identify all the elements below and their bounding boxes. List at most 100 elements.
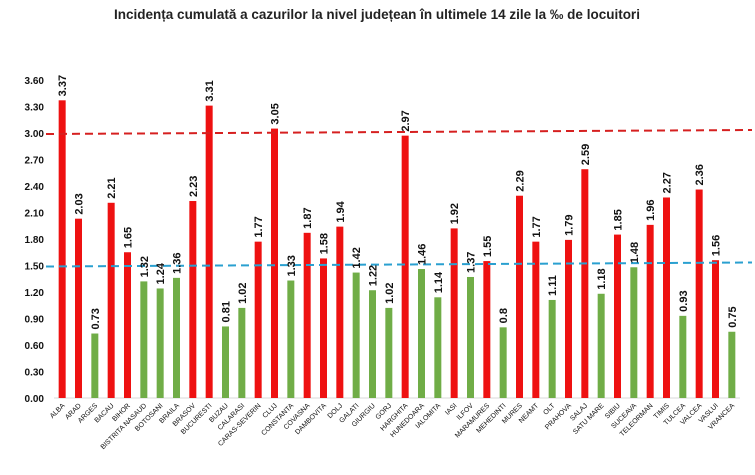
y-tick-label: 0.30	[25, 368, 45, 379]
bar-bistrita-nasaud	[140, 281, 148, 398]
bar-valcea	[695, 189, 703, 398]
data-label: 1.37	[466, 252, 478, 273]
data-label: 1.77	[253, 216, 265, 237]
bar-covasna	[303, 232, 311, 398]
data-label: 2.03	[74, 193, 86, 214]
data-label: 1.18	[596, 268, 608, 289]
data-label: 2.36	[694, 164, 706, 185]
data-label: 1.36	[172, 252, 184, 273]
reference-line-1.5	[45, 261, 753, 268]
bar-alba	[58, 100, 66, 399]
data-label: 1.92	[449, 203, 461, 224]
data-label: 1.33	[286, 255, 298, 276]
data-label: 2.23	[188, 176, 200, 197]
data-label: 1.77	[531, 216, 543, 237]
y-tick-label: 3.30	[25, 103, 45, 114]
y-tick-label: 1.50	[25, 262, 45, 273]
data-label: 1.02	[237, 282, 249, 303]
data-label: 3.05	[270, 103, 282, 124]
bar-vrancea	[728, 331, 736, 398]
data-label: 3.37	[57, 75, 69, 96]
data-label: 1.14	[433, 271, 445, 293]
data-label: 0.8	[498, 308, 510, 323]
data-label: 2.21	[106, 177, 118, 198]
bar-ialomita	[434, 297, 442, 398]
bar-dolj	[336, 226, 344, 398]
data-label: 0.93	[678, 290, 690, 311]
bar-prahova	[565, 239, 572, 398]
data-label: 1.96	[645, 199, 657, 220]
y-tick-label: 3.60	[25, 76, 45, 87]
data-label: 2.27	[662, 172, 674, 193]
bar-olt	[548, 299, 556, 398]
bar-braila	[173, 277, 180, 398]
data-label: 1.58	[319, 233, 331, 254]
bar-dambovita	[320, 258, 327, 398]
bar-hunedoara	[418, 269, 425, 398]
y-tick-label: 2.40	[25, 182, 45, 193]
data-label: 1.56	[711, 235, 723, 256]
data-label: 1.87	[302, 207, 314, 228]
reference-line-3	[45, 129, 753, 135]
bar-galati	[352, 272, 360, 398]
bar-botosani	[156, 288, 164, 398]
bar-neamt	[532, 241, 540, 398]
bar-iasi	[450, 228, 458, 398]
bar-giurgiu	[369, 290, 376, 398]
bar-arad	[75, 218, 82, 398]
data-label: 1.46	[417, 244, 429, 265]
data-label: 1.85	[613, 209, 625, 230]
bar-bucuresti	[205, 105, 213, 398]
bar-caras-severin	[254, 241, 262, 398]
y-tick-label: 2.70	[25, 156, 45, 167]
data-label: 2.97	[400, 110, 412, 131]
bar-teleorman	[646, 224, 654, 398]
y-tick-label: 0.60	[25, 341, 45, 352]
y-tick-label: 3.00	[25, 129, 45, 140]
data-label: 1.32	[139, 256, 151, 277]
bar-sibiu	[614, 234, 621, 398]
data-label: 0.75	[727, 306, 739, 327]
bar-calarasi	[238, 307, 246, 398]
data-label: 1.42	[351, 247, 363, 268]
bar-suceava	[630, 267, 638, 398]
data-label: 2.59	[580, 144, 592, 165]
bar-timis	[663, 197, 670, 398]
y-tick-label: 1.80	[25, 235, 45, 246]
y-tick-label: 0.00	[25, 394, 45, 405]
y-tick-label: 0.90	[25, 315, 45, 326]
data-label: 1.94	[335, 200, 347, 222]
data-label: 1.22	[368, 265, 380, 286]
data-label: 1.11	[547, 275, 559, 296]
y-tick-label: 1.20	[25, 288, 45, 299]
bar-bacau	[107, 202, 115, 398]
chart-title: Incidența cumulată a cazurilor la nivel …	[114, 7, 640, 22]
bar-mehedinti	[499, 327, 507, 398]
bar-maramures	[483, 261, 491, 398]
bar-satu-mare	[597, 293, 605, 398]
bar-salaj	[581, 169, 589, 398]
bar-cluj	[271, 128, 278, 399]
bar-bihor	[124, 252, 131, 398]
data-label: 1.24	[155, 262, 167, 284]
bar-vaslui	[712, 260, 719, 398]
data-label: 1.02	[384, 282, 396, 303]
bar-brasov	[189, 201, 197, 398]
data-label: 2.29	[515, 170, 527, 191]
data-label: 1.65	[123, 227, 135, 248]
bar-buzau	[222, 326, 229, 398]
bar-ilfov	[467, 276, 474, 398]
data-label: 1.48	[629, 242, 641, 263]
bar-mures	[516, 195, 523, 398]
bar-arges	[91, 333, 99, 398]
data-label: 3.31	[204, 80, 216, 101]
data-label: 1.79	[564, 214, 576, 235]
bar-tulcea	[679, 315, 687, 398]
data-label: 0.81	[221, 301, 233, 322]
bar-harghita	[401, 135, 409, 398]
bar-gorj	[385, 307, 393, 398]
y-tick-label: 2.10	[25, 209, 45, 220]
data-label: 1.55	[482, 236, 494, 257]
